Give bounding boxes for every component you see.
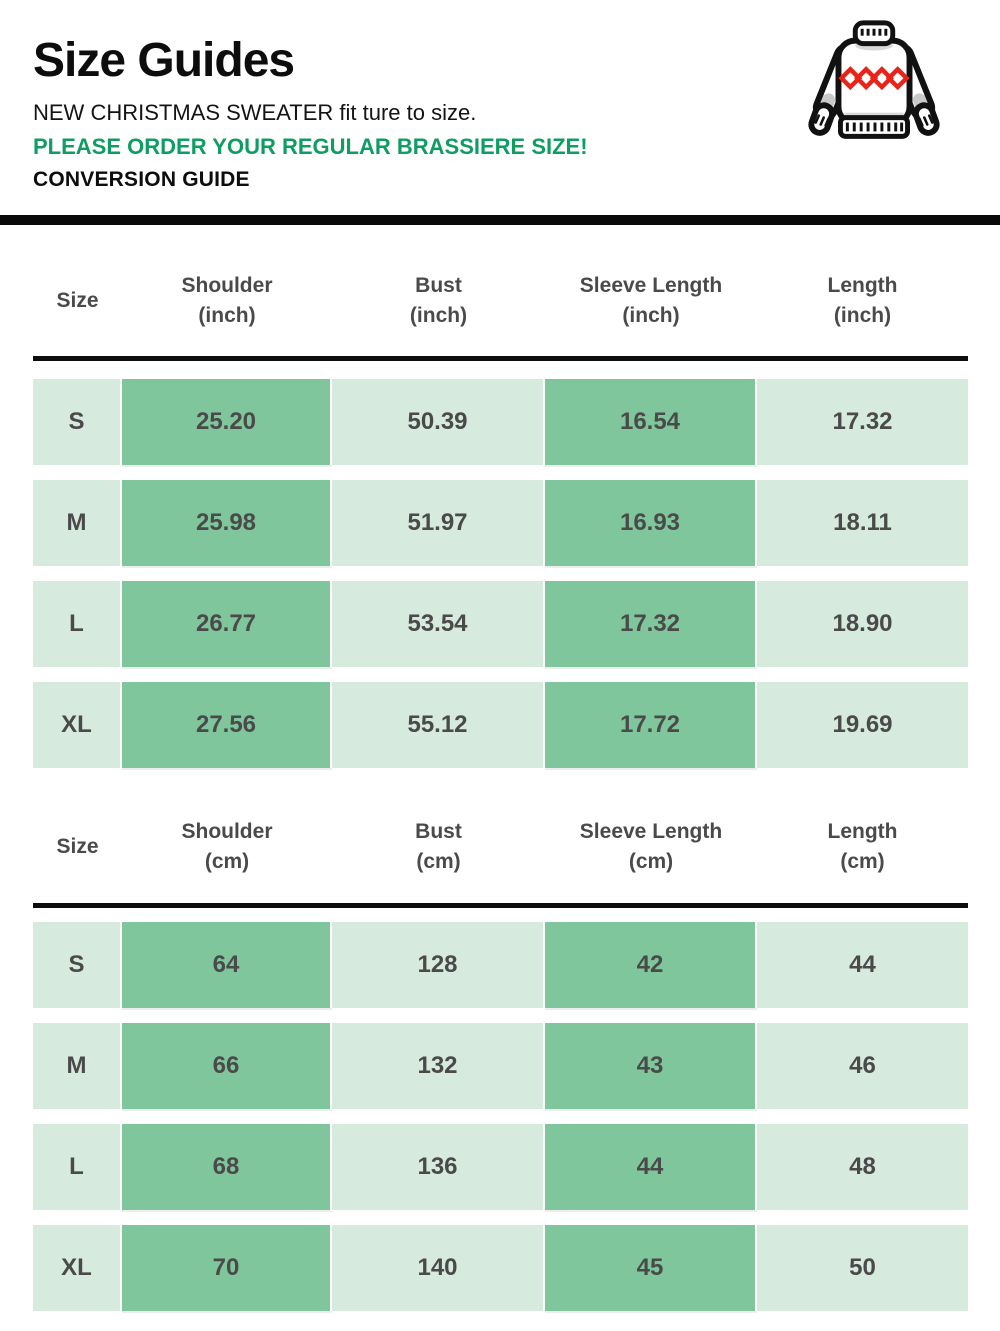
table-row-xl: XL 27.56 55.12 17.72 19.69	[33, 682, 968, 769]
cell-length: 18.90	[757, 581, 968, 668]
column-header-sleeve-length: Sleeve Length (inch)	[579, 273, 723, 328]
column-header-sleeve-length: Sleeve Length (cm)	[579, 819, 723, 874]
cell-bust: 55.12	[332, 682, 545, 769]
table-header-cm: Size Shoulder (cm) Bust (cm) Sleeve Length…	[33, 805, 968, 889]
order-notice: PLEASE ORDER YOUR REGULAR BRASSIERE SIZE…	[33, 134, 588, 160]
cell-length: 19.69	[757, 682, 968, 769]
cell-bust: 136	[332, 1124, 545, 1211]
cell-shoulder: 64	[122, 922, 332, 1009]
cell-bust: 53.54	[332, 581, 545, 668]
header-rule	[33, 903, 968, 909]
cell-shoulder: 66	[122, 1023, 332, 1110]
conversion-guide-label: CONVERSION GUIDE	[33, 168, 250, 192]
christmas-sweater-icon	[808, 20, 940, 139]
table-body-inch: S 25.20 50.39 16.54 17.32 M 25.98 51.97 …	[33, 379, 968, 769]
fit-subtitle: NEW CHRISTMAS SWEATER fit ture to size.	[33, 100, 477, 126]
cell-length: 48	[757, 1124, 968, 1211]
cell-shoulder: 27.56	[122, 682, 332, 769]
cell-size: L	[33, 1124, 122, 1211]
cell-bust: 50.39	[332, 379, 545, 466]
cell-bust: 132	[332, 1023, 545, 1110]
cell-shoulder: 68	[122, 1124, 332, 1211]
section-divider	[0, 215, 1000, 226]
cell-shoulder: 26.77	[122, 581, 332, 668]
column-header-bust: Bust (cm)	[415, 819, 462, 874]
column-header-length: Length (inch)	[827, 273, 898, 328]
table-row-l: L 26.77 53.54 17.32 18.90	[33, 581, 968, 668]
page-title: Size Guides	[33, 34, 295, 87]
table-body-cm: S 64 128 42 44 M 66 132 43 46 L 68 136	[33, 922, 968, 1312]
column-header-size: Size	[56, 835, 99, 859]
cell-sleeve-length: 16.93	[545, 480, 757, 567]
table-row-s: S 64 128 42 44	[33, 922, 968, 1009]
cell-size: M	[33, 480, 122, 567]
cell-shoulder: 70	[122, 1225, 332, 1312]
cell-bust: 128	[332, 922, 545, 1009]
cell-sleeve-length: 44	[545, 1124, 757, 1211]
cell-size: S	[33, 379, 122, 466]
column-header-bust: Bust (inch)	[409, 273, 468, 328]
cell-sleeve-length: 43	[545, 1023, 757, 1110]
header-rule	[33, 356, 968, 362]
cell-sleeve-length: 45	[545, 1225, 757, 1312]
tables-section: Size Shoulder (inch) Bust (inch) Sleeve Le…	[0, 258, 1000, 1312]
column-header-shoulder: Shoulder (inch)	[181, 273, 273, 328]
table-row-s: S 25.20 50.39 16.54 17.32	[33, 379, 968, 466]
column-header-length: Length (cm)	[827, 819, 898, 874]
column-header-size: Size	[56, 289, 99, 313]
cell-sleeve-length: 17.32	[545, 581, 757, 668]
cell-size: S	[33, 922, 122, 1009]
cell-length: 46	[757, 1023, 968, 1110]
cell-bust: 51.97	[332, 480, 545, 567]
cell-length: 17.32	[757, 379, 968, 466]
cell-size: L	[33, 581, 122, 668]
cell-shoulder: 25.98	[122, 480, 332, 567]
cell-bust: 140	[332, 1225, 545, 1312]
size-table-inch: Size Shoulder (inch) Bust (inch) Sleeve Le…	[33, 258, 968, 769]
header-section: Size Guides NEW CHRISTMAS SWEATER fit tu…	[0, 0, 1000, 192]
table-header-inch: Size Shoulder (inch) Bust (inch) Sleeve Le…	[33, 258, 968, 344]
cell-length: 50	[757, 1225, 968, 1312]
cell-sleeve-length: 16.54	[545, 379, 757, 466]
table-row-m: M 25.98 51.97 16.93 18.11	[33, 480, 968, 567]
size-table-cm: Size Shoulder (cm) Bust (cm) Sleeve Length…	[33, 805, 968, 1312]
cell-sleeve-length: 17.72	[545, 682, 757, 769]
table-row-l: L 68 136 44 48	[33, 1124, 968, 1211]
cell-size: XL	[33, 682, 122, 769]
cell-size: XL	[33, 1225, 122, 1312]
table-row-xl: XL 70 140 45 50	[33, 1225, 968, 1312]
cell-sleeve-length: 42	[545, 922, 757, 1009]
cell-shoulder: 25.20	[122, 379, 332, 466]
cell-length: 18.11	[757, 480, 968, 567]
cell-size: M	[33, 1023, 122, 1110]
cell-length: 44	[757, 922, 968, 1009]
column-header-shoulder: Shoulder (cm)	[181, 819, 273, 874]
table-row-m: M 66 132 43 46	[33, 1023, 968, 1110]
